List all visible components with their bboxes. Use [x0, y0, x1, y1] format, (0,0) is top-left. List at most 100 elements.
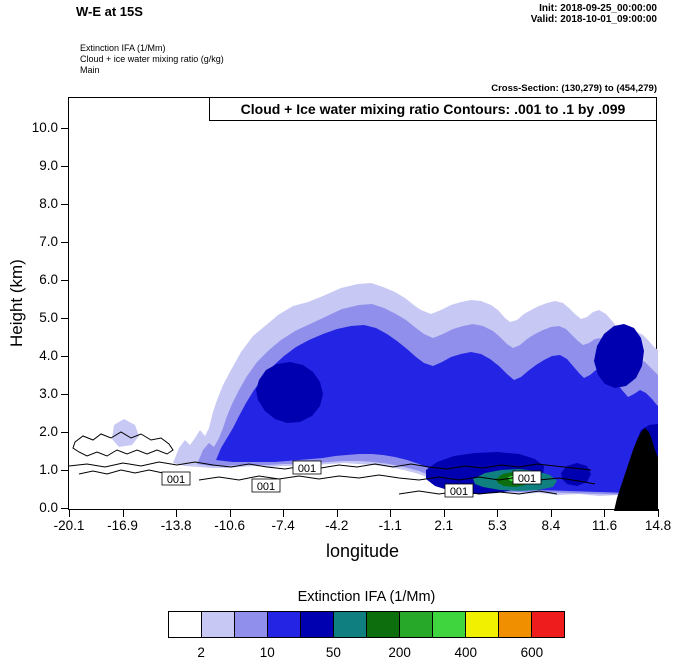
contour-value-label: 001 [292, 460, 322, 475]
cloud-contour-line [78, 469, 176, 477]
y-tick-mark [61, 128, 69, 129]
legend-color-cell [433, 612, 466, 637]
legend-color-cell [400, 612, 433, 637]
page-title: W-E at 15S [76, 4, 143, 19]
plot-area: 001 001 001 001 001 Cloud + Ice water mixing… [32, 97, 671, 533]
field-line-cloud-ice: Cloud + ice water mixing ratio (g/kg) [80, 54, 224, 64]
x-tick-label: -16.9 [107, 518, 138, 533]
x-tick-mark [283, 509, 285, 517]
x-tick-label: 8.4 [541, 518, 561, 533]
field-line-extinction: Extinction IFA (1/Mm) [80, 43, 166, 53]
legend-scale-label: 50 [325, 645, 341, 660]
field-region-level4-west-core [256, 362, 323, 423]
init-time: Init: 2018-09-25_00:00:00 [539, 3, 657, 14]
x-tick-mark [122, 509, 124, 517]
x-tick-label: -7.4 [271, 518, 295, 533]
legend-color-cell [169, 612, 202, 637]
contour-value-label: 001 [512, 470, 542, 485]
y-tick-label: 7.0 [39, 234, 58, 249]
y-axis-label: Height (km) [7, 259, 26, 348]
legend-scale-label: 10 [259, 645, 275, 660]
cloud-contour-line [69, 461, 592, 471]
x-tick-mark [443, 509, 445, 517]
legend-color-cell [334, 612, 367, 637]
x-axis-label: longitude [325, 541, 400, 561]
y-tick-label: 1.0 [39, 462, 58, 477]
legend-color-cell [202, 612, 235, 637]
y-tick-label: 3.0 [39, 386, 58, 401]
x-tick-mark [229, 509, 231, 517]
svg-text:001: 001 [257, 481, 275, 493]
legend-color-cell [301, 612, 334, 637]
x-tick-label: 11.6 [591, 518, 618, 533]
plot-inner-title: Cloud + Ice water mixing ratio Contours:… [209, 97, 657, 121]
legend-color-cell [235, 612, 268, 637]
y-tick-label: 0.0 [39, 500, 58, 515]
legend-color-cell [268, 612, 301, 637]
contour-field-svg: 001 001 001 001 001 [69, 283, 658, 511]
field-line-grid: Main [80, 65, 100, 75]
legend-color-cell [499, 612, 532, 637]
y-tick-label: 2.0 [39, 424, 58, 439]
y-tick-label: 10.0 [31, 120, 58, 135]
svg-text:001: 001 [518, 473, 536, 485]
x-tick-mark [336, 509, 338, 517]
legend-scale-labels: 2 10 50 200 400 600 [168, 645, 565, 661]
x-tick-label: -10.6 [214, 518, 246, 533]
legend-scale-label: 600 [520, 645, 544, 660]
y-tick-mark [61, 470, 69, 471]
cross-section-coords: Cross-Section: (130,279) to (454,279) [491, 83, 657, 94]
field-region-level3-main [216, 325, 658, 493]
y-tick-mark [61, 242, 69, 243]
x-tick-label: 14.8 [644, 518, 672, 533]
y-tick-mark [61, 356, 69, 357]
x-tick-label: 5.3 [487, 518, 507, 533]
run-times: Init: 2018-09-25_00:00:00 Valid: 2018-10… [531, 3, 657, 25]
x-tick-label: -13.8 [160, 518, 192, 533]
legend-colorbar [168, 611, 565, 638]
y-tick-mark [61, 280, 69, 281]
y-tick-label: 9.0 [39, 158, 58, 173]
x-tick-mark [176, 509, 178, 517]
x-tick-label: 2.1 [434, 518, 454, 533]
x-tick-label: -20.1 [53, 518, 85, 533]
y-tick-mark [61, 204, 69, 205]
y-tick-mark [61, 166, 69, 167]
legend-color-cell [466, 612, 499, 637]
contour-value-label: 001 [444, 483, 474, 498]
y-tick-label: 5.0 [39, 310, 58, 325]
svg-text:001: 001 [450, 486, 468, 498]
x-tick-mark [390, 509, 392, 517]
y-tick-label: 6.0 [39, 272, 58, 287]
x-tick-mark [69, 509, 70, 517]
y-tick-mark [61, 508, 69, 509]
x-tick-label: -1.1 [378, 518, 402, 533]
legend-scale-label: 2 [197, 645, 205, 660]
y-tick-label: 4.0 [39, 348, 58, 363]
field-list: Extinction IFA (1/Mm) Cloud + ice water … [80, 43, 224, 76]
cloud-contour-line [398, 490, 558, 495]
field-region-level1-west-blob [112, 419, 139, 447]
legend-color-cell [532, 612, 564, 637]
y-tick-mark [61, 432, 69, 433]
x-tick-mark [604, 509, 606, 517]
legend-scale-label: 200 [388, 645, 411, 660]
legend-title: Extinction IFA (1/Mm) [297, 589, 436, 605]
x-tick-mark [550, 509, 552, 517]
y-tick-mark [61, 394, 69, 395]
x-tick-mark [658, 509, 659, 517]
contour-value-label: 001 [161, 471, 191, 486]
svg-text:001: 001 [298, 463, 316, 475]
cloud-contour-line [72, 431, 174, 457]
x-tick-mark [497, 509, 499, 517]
legend-color-cell [367, 612, 400, 637]
contour-value-label: 001 [251, 478, 281, 493]
field-region-terrain [614, 428, 658, 511]
x-tick-label: -4.2 [325, 518, 349, 533]
field-region-level4-east-core [594, 324, 644, 388]
svg-text:001: 001 [167, 474, 185, 486]
valid-time: Valid: 2018-10-01_09:00:00 [530, 14, 657, 25]
legend-scale-label: 400 [454, 645, 478, 660]
y-tick-label: 8.0 [39, 196, 58, 211]
